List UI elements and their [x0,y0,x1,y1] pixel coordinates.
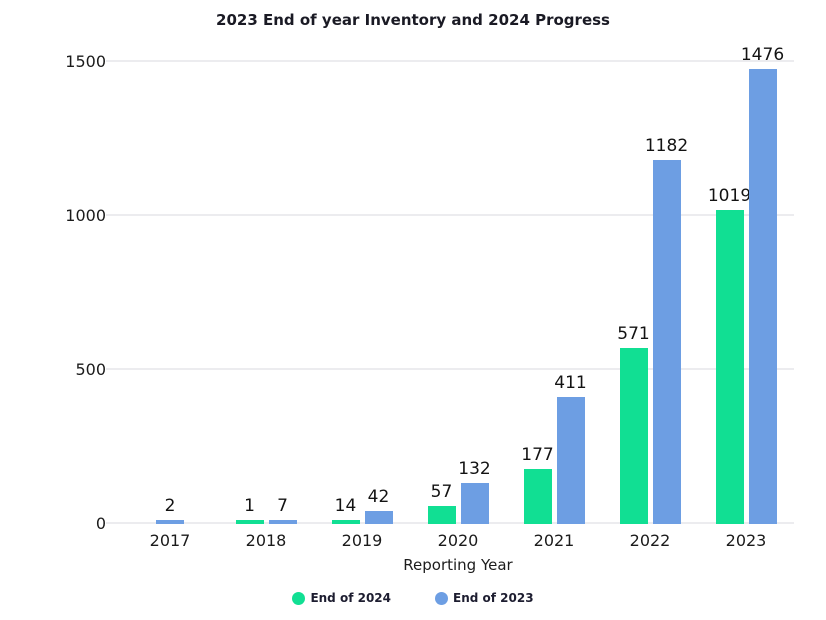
legend-label: End of 2024 [310,591,391,605]
bar-value-label: 2 [164,496,176,516]
gridline-1500 [122,60,794,62]
bar-end-of-2023-2023: 1476 [741,47,784,524]
bar-end-of-2023-2019: 42 [364,489,393,524]
gridline-1000 [122,214,794,217]
bar-value-label: 411 [554,373,587,394]
y-tick-1000: 1000 [65,206,106,226]
y-tick-0: 0 [95,514,106,533]
bar-group-2017: 2 [122,62,218,524]
bar-end-of-2024-2019: 14 [331,497,360,524]
x-tick-2023: 2023 [725,531,767,550]
legend-item-end-of-2024: End of 2024 [292,591,391,605]
legend: End of 2024 End of 2023 [0,591,826,605]
bar-groups: 2 1 7 14 42 57 132 177 411 571 1182 1019 1476 [122,47,794,524]
bar-end-of-2024-2023: 1019 [708,188,751,524]
bar-value-label: 571 [617,324,650,345]
bar-group-2021: 177 411 [506,62,602,524]
bar-end-of-2023-2021: 411 [554,375,587,524]
y-tick-mark-1000 [106,214,122,217]
x-tick-2018: 2018 [245,531,287,550]
y-tick-mark-500 [106,368,122,371]
chart-title: 2023 End of year Inventory and 2024 Prog… [216,11,610,29]
y-tick-mark-1500 [106,60,122,62]
bar-end-of-2023-2022: 1182 [645,137,688,524]
x-tick-2019: 2019 [341,531,383,550]
gridline-500 [122,368,794,371]
bar-value-label: 1182 [644,135,689,156]
bar-value-label: 1 [244,496,255,516]
bar-group-2022: 571 1182 [602,62,698,524]
bar-end-of-2024-2022: 571 [617,326,650,524]
bar-end-of-2023-2020: 132 [458,461,491,524]
legend-item-end-of-2023: End of 2023 [435,591,534,605]
bar-end-of-2023-2018: 7 [268,498,297,524]
legend-swatch-icon [435,591,448,605]
bar-value-label: 177 [521,445,554,466]
gridline-0 [122,522,794,524]
bar-value-label: 132 [458,459,491,480]
bar-value-label: 1019 [707,186,752,207]
bar-end-of-2024-2020: 57 [427,484,456,524]
y-axis: 0 500 1000 1500 [0,54,122,532]
bar-value-label: 42 [367,487,390,508]
y-tick-mark-0 [106,522,122,524]
bar-end-of-2023-2017: 2 [156,498,184,524]
x-tick-2017: 2017 [149,531,191,550]
legend-swatch-icon [292,591,306,605]
bar-group-2020: 57 132 [410,62,506,524]
bar-value-label: 1476 [740,45,785,66]
bar-value-label: 14 [334,495,357,516]
y-tick-500: 500 [75,360,106,380]
bar-end-of-2024-2021: 177 [521,447,554,524]
x-tick-2022: 2022 [629,531,671,550]
plot-area: 2 1 7 14 42 57 132 177 411 571 1182 1019 1476 [122,47,794,524]
x-axis-title: Reporting Year [403,556,513,574]
bar-end-of-2024-2018: 1 [235,498,264,524]
y-tick-1500: 1500 [65,52,106,71]
legend-label: End of 2023 [453,591,534,605]
x-axis-ticks: 2017 2018 2019 2020 2021 2022 2023 [122,531,794,550]
x-tick-2021: 2021 [533,531,575,550]
bar-group-2023: 1019 1476 [698,47,794,524]
bar-value-label: 57 [430,482,453,503]
x-tick-2020: 2020 [437,531,479,550]
bar-group-2019: 14 42 [314,62,410,524]
bar-value-label: 7 [277,496,288,516]
